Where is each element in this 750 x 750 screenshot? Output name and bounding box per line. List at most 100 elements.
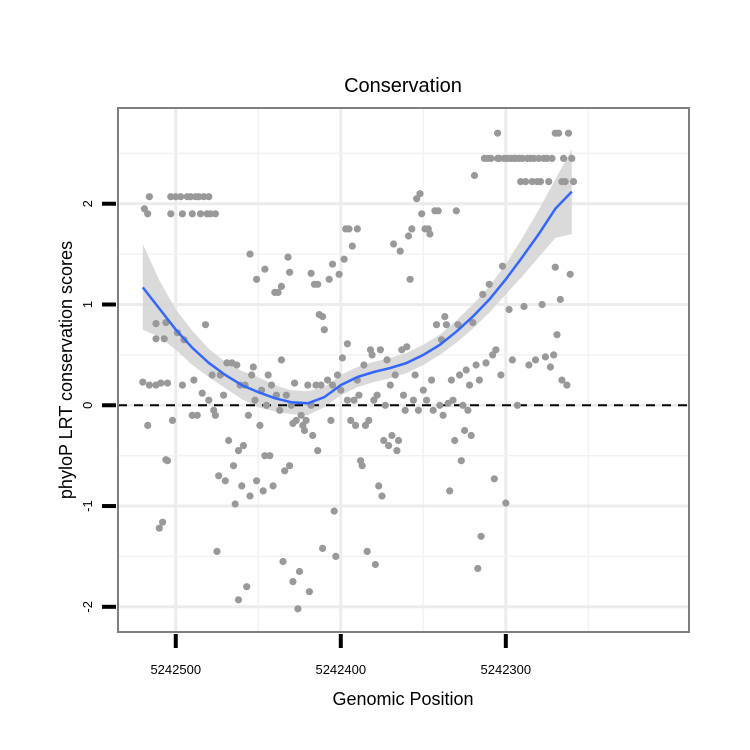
- data-point: [502, 499, 510, 507]
- data-point: [365, 416, 373, 424]
- data-point: [178, 381, 186, 389]
- data-point: [155, 524, 163, 532]
- data-point: [225, 436, 233, 445]
- data-point: [300, 426, 309, 435]
- data-point: [262, 401, 271, 409]
- data-point: [434, 207, 442, 215]
- data-point: [291, 379, 299, 387]
- data-point: [563, 381, 571, 389]
- data-point: [211, 411, 219, 419]
- data-point: [319, 313, 327, 321]
- data-point: [239, 442, 247, 450]
- data-point: [259, 487, 267, 495]
- data-point: [541, 353, 550, 361]
- data-point: [188, 210, 196, 218]
- data-point: [472, 361, 480, 369]
- data-point: [371, 560, 379, 569]
- data-point: [360, 361, 368, 369]
- data-point: [363, 547, 371, 556]
- data-point: [205, 396, 213, 404]
- data-point: [508, 356, 516, 364]
- data-point: [535, 154, 543, 162]
- data-point: [319, 544, 327, 553]
- data-point: [304, 381, 312, 389]
- data-point: [536, 178, 545, 186]
- data-point: [274, 288, 282, 296]
- data-point: [482, 359, 490, 367]
- data-point: [314, 280, 322, 288]
- data-point: [380, 436, 388, 445]
- data-point: [330, 507, 338, 515]
- data-point: [545, 178, 553, 186]
- data-point: [551, 263, 559, 271]
- data-point: [320, 326, 328, 334]
- data-point: [462, 366, 470, 374]
- data-point: [408, 225, 416, 233]
- data-point: [373, 391, 381, 399]
- data-point: [461, 426, 469, 435]
- data-point: [538, 300, 546, 309]
- data-point: [337, 386, 345, 394]
- data-point: [343, 396, 351, 404]
- x-tick-label: 5242400: [315, 662, 366, 677]
- data-point: [414, 406, 422, 414]
- data-point: [459, 401, 467, 409]
- data-point: [223, 359, 231, 367]
- data-point: [144, 421, 152, 429]
- data-point: [248, 371, 256, 379]
- data-point: [439, 411, 447, 419]
- data-point: [399, 391, 408, 399]
- data-point: [497, 371, 505, 379]
- data-point: [428, 376, 436, 384]
- data-point: [441, 313, 449, 321]
- data-point: [249, 363, 257, 371]
- data-point: [531, 356, 540, 364]
- data-point: [267, 381, 276, 389]
- data-point: [305, 588, 313, 596]
- x-tick-label: 5242500: [150, 662, 201, 677]
- data-point: [157, 379, 165, 387]
- data-point: [187, 193, 195, 201]
- data-point: [386, 381, 394, 389]
- data-point: [426, 230, 434, 238]
- data-point: [215, 472, 223, 480]
- x-axis-title: Genomic Position: [332, 689, 473, 709]
- data-point: [269, 482, 277, 490]
- data-point: [569, 178, 578, 186]
- data-point: [261, 265, 269, 273]
- y-tick-label: 0: [80, 402, 95, 409]
- data-point: [332, 552, 340, 561]
- data-point: [314, 447, 322, 455]
- data-point: [196, 210, 205, 218]
- data-point: [152, 335, 160, 343]
- data-point: [229, 462, 238, 470]
- data-point: [518, 154, 526, 162]
- data-point: [383, 356, 391, 364]
- data-point: [390, 240, 398, 248]
- y-tick-label: -1: [80, 500, 95, 512]
- data-point: [198, 389, 206, 397]
- data-point: [495, 154, 503, 162]
- data-point: [423, 396, 431, 404]
- data-point: [490, 475, 498, 483]
- data-point: [409, 396, 417, 404]
- data-point: [477, 532, 485, 540]
- data-point: [548, 154, 556, 162]
- data-point: [282, 391, 290, 399]
- data-point: [474, 564, 482, 573]
- data-points: [139, 129, 578, 613]
- data-point: [205, 193, 213, 201]
- data-point: [145, 381, 153, 389]
- data-point: [568, 154, 576, 162]
- data-point: [328, 381, 337, 389]
- data-point: [178, 210, 186, 218]
- data-point: [279, 557, 287, 566]
- data-point: [429, 406, 437, 414]
- data-point: [520, 302, 528, 311]
- data-point: [505, 305, 513, 314]
- data-point: [167, 193, 175, 201]
- data-point: [221, 477, 229, 485]
- data-point: [200, 193, 208, 201]
- data-point: [246, 492, 254, 500]
